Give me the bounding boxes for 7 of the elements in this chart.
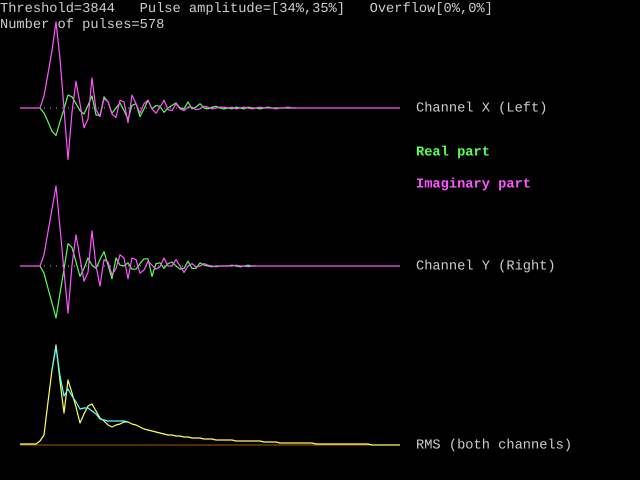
annotation: Number of pulses=578 xyxy=(0,18,164,33)
text: Real part xyxy=(416,146,490,161)
text: Channel Y (Right) xyxy=(416,260,556,275)
text: Threshold=3844 Pulse amplitude=[34%,35%] Overflow[0%,0%] xyxy=(0,2,493,17)
text: RMS (both channels) xyxy=(416,438,572,454)
text: Channel X (Left) xyxy=(416,102,548,117)
text: Imaginary part xyxy=(416,178,531,193)
